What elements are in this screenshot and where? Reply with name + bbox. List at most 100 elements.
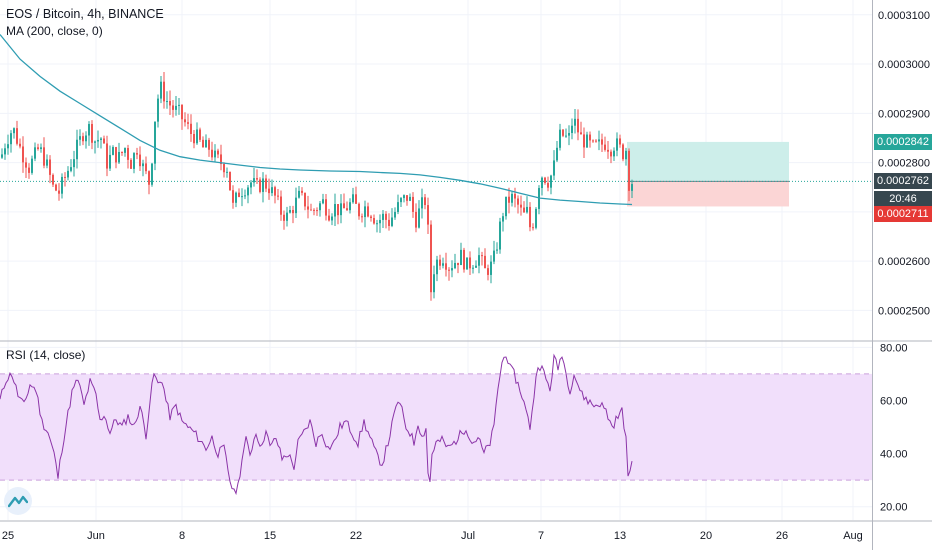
candle-body [286,212,288,221]
candle-body [235,192,237,203]
candle [283,210,285,230]
candles [1,71,633,301]
candle [238,188,240,198]
rsi-legend[interactable]: RSI (14, close) [6,348,86,362]
candle [205,134,207,148]
candle-body [1,154,3,158]
candle [625,147,627,166]
candle-body [316,210,318,212]
candle [175,95,177,116]
candle-body [124,148,126,153]
candle [19,138,21,149]
candle-body [256,178,258,180]
candle-body [598,139,600,142]
candle-body [199,129,201,140]
candle-body [439,259,441,266]
rsi-line [0,353,633,496]
candle [139,146,141,172]
candle-body [403,195,405,199]
candle [349,198,351,214]
candle [511,191,513,207]
candle [211,141,213,161]
candle [613,147,615,162]
candle-body [619,138,621,145]
candle-body [601,139,603,145]
candle-body [259,179,261,192]
candle [622,143,624,162]
candle-body [49,159,51,175]
tradingview-logo-icon[interactable] [4,487,32,515]
candle-body [190,123,192,135]
candle [184,112,186,127]
candle-body [364,206,366,218]
candle-body [313,209,315,211]
time-tick-label: Jun [87,530,105,542]
candle-body [361,216,363,218]
candle [100,137,102,149]
candle [208,137,210,157]
candle-body [448,269,450,271]
candle-body [175,105,177,110]
candle [271,179,273,197]
candle-body [202,139,204,148]
candle-body [211,149,213,158]
candle-body [334,204,336,217]
candle [217,148,219,159]
candle-body [214,150,216,158]
candle [346,201,348,211]
candle-body [292,209,294,214]
candle [436,255,438,282]
candle-body [382,213,384,220]
candle [61,173,63,199]
candle-body [442,263,444,266]
candle [148,170,150,195]
rsi-tick-label: 60.00 [880,395,908,407]
candle [298,186,300,199]
candle-body [337,204,339,216]
candle [391,208,393,228]
candle-body [145,163,147,172]
candle-body [139,154,141,167]
candle [199,127,201,143]
candle [481,251,483,266]
candle-body [184,119,186,123]
candle [361,213,363,223]
candle-body [322,199,324,204]
candle [373,214,375,225]
candle-body [502,216,504,222]
candle-body [430,224,432,293]
time-tick-label: Jul [461,530,475,542]
candle-body [28,167,30,173]
candle-body [355,194,357,204]
candle-body [553,160,555,176]
candle [358,202,360,220]
candle-body [544,177,546,183]
candle [400,196,402,208]
candle [106,135,108,177]
candle-body [193,134,195,144]
candle-body [247,187,249,196]
candle-body [82,136,84,142]
target-price-badge: 0.0002842 [874,133,932,150]
candle-body [4,148,6,155]
candle-body [112,147,114,155]
candle-body [142,163,144,167]
candle-body [487,268,489,275]
candle [79,129,81,146]
candle-body [238,192,240,197]
candle [568,125,570,146]
candle-body [43,147,45,166]
candle-body [76,139,78,160]
candle-body [466,257,468,270]
candle-body [88,124,90,136]
candle [301,187,303,196]
candle [115,146,117,169]
candle [544,176,546,185]
candle-body [415,211,417,228]
ma-legend[interactable]: MA (200, close, 0) [6,24,103,38]
bar-countdown-badge: 20:46 [874,191,932,208]
candle [253,167,255,187]
candle [601,133,603,152]
symbol-legend[interactable]: EOS / Bitcoin, 4h, BINANCE [6,7,164,21]
